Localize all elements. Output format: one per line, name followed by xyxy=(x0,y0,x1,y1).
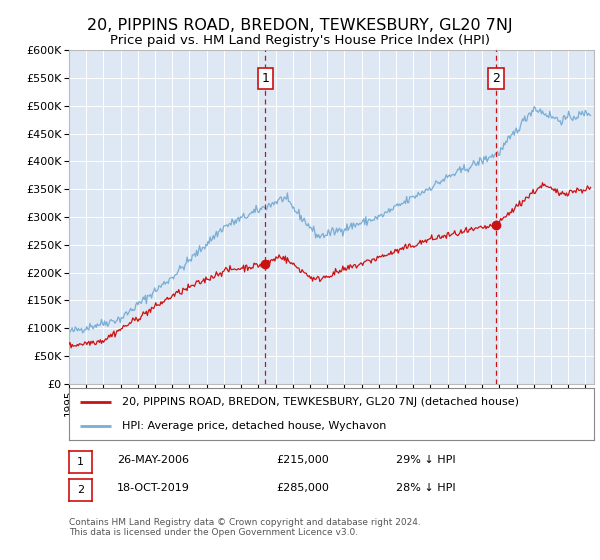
Text: 1: 1 xyxy=(261,72,269,85)
Text: £285,000: £285,000 xyxy=(276,483,329,493)
Text: 2: 2 xyxy=(492,72,500,85)
Text: 18-OCT-2019: 18-OCT-2019 xyxy=(117,483,190,493)
Text: 20, PIPPINS ROAD, BREDON, TEWKESBURY, GL20 7NJ (detached house): 20, PIPPINS ROAD, BREDON, TEWKESBURY, GL… xyxy=(121,397,518,407)
Text: Price paid vs. HM Land Registry's House Price Index (HPI): Price paid vs. HM Land Registry's House … xyxy=(110,34,490,46)
Text: £215,000: £215,000 xyxy=(276,455,329,465)
Text: 29% ↓ HPI: 29% ↓ HPI xyxy=(396,455,455,465)
Text: 2: 2 xyxy=(77,485,84,495)
Text: 20, PIPPINS ROAD, BREDON, TEWKESBURY, GL20 7NJ: 20, PIPPINS ROAD, BREDON, TEWKESBURY, GL… xyxy=(87,18,513,33)
Text: HPI: Average price, detached house, Wychavon: HPI: Average price, detached house, Wych… xyxy=(121,421,386,431)
Text: Contains HM Land Registry data © Crown copyright and database right 2024.
This d: Contains HM Land Registry data © Crown c… xyxy=(69,518,421,538)
Text: 1: 1 xyxy=(77,457,84,467)
Text: 26-MAY-2006: 26-MAY-2006 xyxy=(117,455,189,465)
Text: 28% ↓ HPI: 28% ↓ HPI xyxy=(396,483,455,493)
